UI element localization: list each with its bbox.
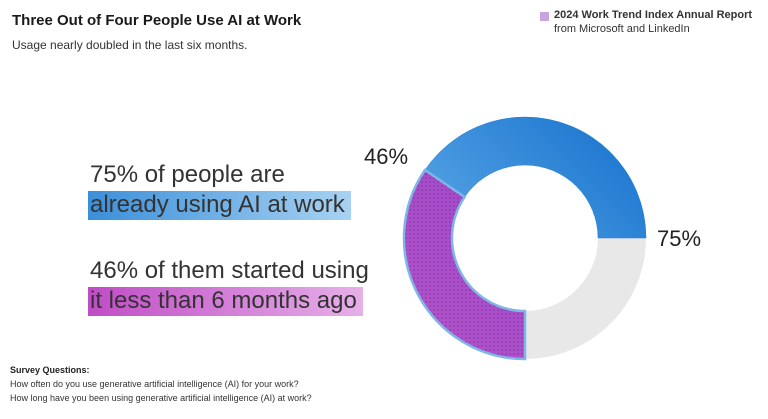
value-label: 46% xyxy=(364,144,408,169)
note: How long have you been using generative … xyxy=(10,393,312,403)
recent-segment-texture xyxy=(404,169,525,359)
callout-highlight: it less than 6 months ago xyxy=(88,286,363,316)
value-label: 75% xyxy=(657,226,701,251)
legend-subtitle: from Microsoft and LinkedIn xyxy=(554,23,690,35)
chart-subtitle: Usage nearly doubled in the last six mon… xyxy=(12,38,248,52)
remainder-segment xyxy=(525,238,646,359)
callout-highlight: already using AI at work xyxy=(88,190,351,220)
callout-line: 46% of them started using xyxy=(90,257,369,284)
note: How often do you use generative artifici… xyxy=(10,379,299,389)
highlight-text: it less than 6 months ago xyxy=(88,287,363,316)
legend-title: 2024 Work Trend Index Annual Report xyxy=(554,9,753,21)
callout-line: 75% of people are xyxy=(90,161,285,188)
chart-title: Three Out of Four People Use AI at Work xyxy=(12,12,302,29)
highlight-text: already using AI at work xyxy=(88,191,351,220)
notes-heading: Survey Questions: xyxy=(10,365,90,375)
recent-segment-outline xyxy=(402,168,527,361)
legend-swatch xyxy=(540,12,549,21)
